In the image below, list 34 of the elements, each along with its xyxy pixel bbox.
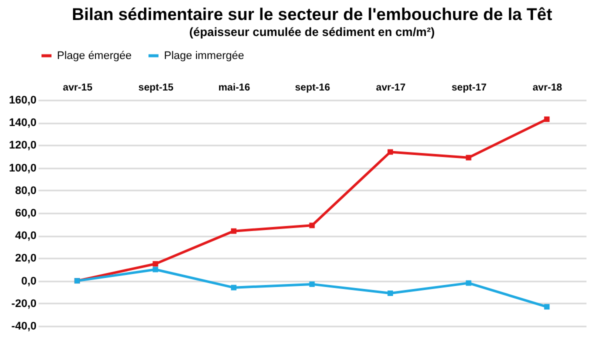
point — [152, 261, 158, 267]
x-tick-label: sept-17 — [452, 82, 488, 94]
chart-subtitle: (épaisseur cumulée de sédiment en cm/m²) — [189, 25, 435, 39]
x-tick-label: avr-15 — [62, 82, 93, 94]
y-tick-label: 20,0 — [15, 252, 36, 265]
point — [152, 266, 158, 272]
chart-title: Bilan sédimentaire sur le secteur de l'embouchure de la Têt — [72, 5, 552, 24]
y-tick-label: 0,0 — [21, 275, 36, 288]
point — [309, 281, 315, 287]
y-tick-label: -20,0 — [11, 298, 36, 310]
point — [230, 228, 236, 234]
legend-label: Plage immergée — [164, 50, 244, 62]
point — [388, 290, 394, 296]
y-tick-label: 60,0 — [15, 208, 36, 220]
x-tick-label: sept-15 — [138, 82, 174, 94]
point — [230, 284, 236, 290]
point — [309, 222, 315, 228]
point — [388, 149, 394, 155]
y-tick-label: 160,0 — [8, 94, 36, 106]
y-tick-label: 80,0 — [15, 184, 36, 197]
y-tick-label: 120,0 — [8, 140, 36, 152]
y-tick-label: 40,0 — [15, 230, 36, 242]
point — [466, 280, 472, 286]
point — [544, 116, 550, 122]
x-tick-label: mai-16 — [218, 82, 250, 94]
x-tick-label: avr-17 — [376, 82, 406, 94]
y-tick-label: 100,0 — [8, 162, 36, 174]
point — [466, 154, 472, 160]
point — [544, 304, 550, 310]
y-tick-label: -40,0 — [11, 320, 36, 332]
x-tick-label: sept-16 — [294, 82, 330, 94]
legend-label: Plage émergée — [57, 50, 132, 62]
y-tick-label: 140,0 — [8, 117, 36, 130]
x-tick-label: avr-18 — [532, 82, 563, 94]
